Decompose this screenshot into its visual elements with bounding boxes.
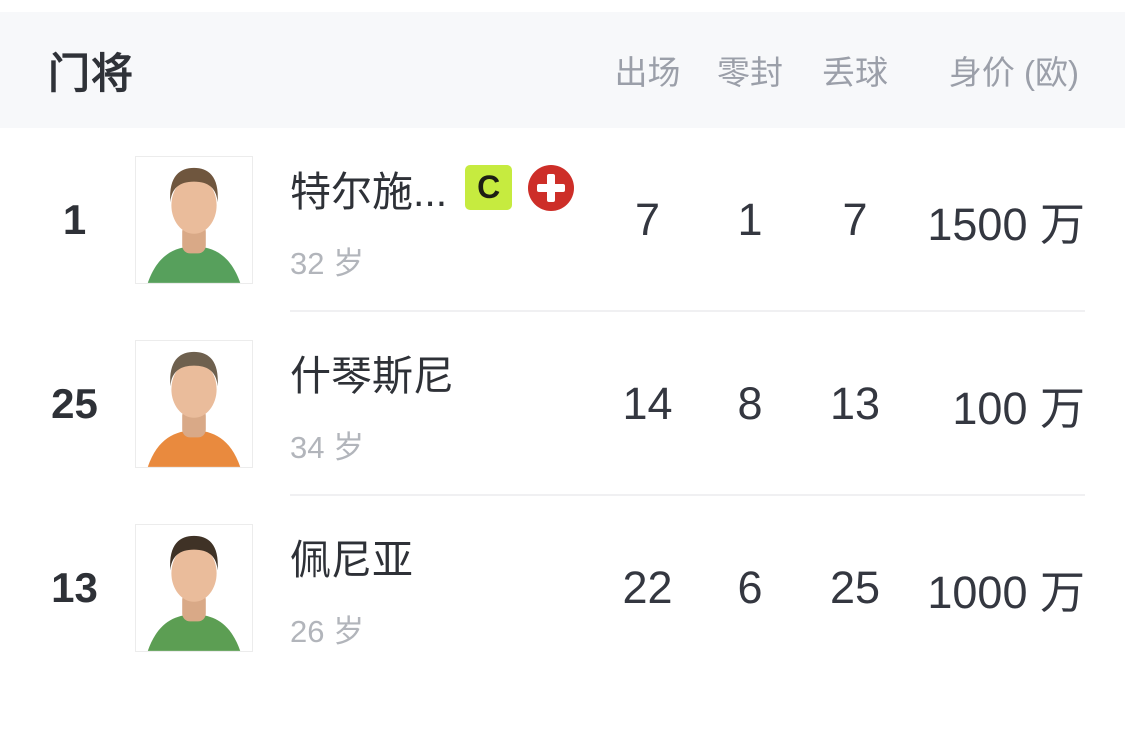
stat-conceded: 13: [829, 378, 881, 429]
column-header-conceded: 丢球: [822, 54, 888, 91]
player-name: 什琴斯尼: [290, 352, 454, 399]
shirt-number: 1: [62, 196, 87, 243]
player-photo: [135, 524, 253, 652]
player-photo: [135, 340, 253, 468]
player-info: 特尔施... C 32 岁: [255, 156, 600, 284]
shirt-number: 13: [51, 564, 98, 611]
stat-appearances: 14: [622, 378, 673, 429]
stat-market-value: 100 万: [952, 382, 1085, 434]
player-avatar-image: [136, 157, 252, 283]
player-row[interactable]: 25 什琴斯尼 34 岁 14 8 13 100 万: [0, 312, 1125, 494]
player-avatar-image: [136, 525, 252, 651]
stat-clean-sheets: 6: [737, 562, 763, 613]
player-info: 佩尼亚 26 岁: [255, 524, 600, 652]
player-info: 什琴斯尼 34 岁: [255, 340, 600, 468]
stat-market-value: 1500 万: [927, 198, 1085, 250]
player-name: 特尔施...: [290, 168, 448, 215]
section-header: 门将 出场 零封 丢球 身价 (欧): [0, 12, 1125, 128]
player-age: 26 岁: [290, 613, 365, 649]
captain-badge: C: [465, 165, 513, 210]
player-avatar-image: [136, 341, 252, 467]
player-photo: [135, 156, 253, 284]
column-header-value: 身价 (欧): [948, 54, 1079, 91]
injury-plus-icon: [528, 164, 575, 211]
stat-conceded: 7: [842, 194, 868, 245]
stat-conceded: 25: [829, 562, 881, 613]
player-age: 32 岁: [290, 245, 365, 281]
section-title: 门将: [48, 49, 135, 97]
player-name: 佩尼亚: [290, 536, 413, 583]
stat-clean-sheets: 8: [737, 378, 763, 429]
player-age: 34 岁: [290, 429, 365, 465]
stat-appearances: 22: [622, 562, 673, 613]
stat-market-value: 1000 万: [927, 566, 1085, 618]
row-divider: [290, 310, 1085, 312]
stat-appearances: 7: [634, 194, 661, 245]
player-row[interactable]: 1 特尔施... C 32 岁 7 1 7 1500 万: [0, 128, 1125, 310]
shirt-number: 25: [51, 380, 98, 427]
stat-clean-sheets: 1: [737, 194, 763, 245]
column-header-appearances: 出场: [614, 54, 681, 91]
column-header-clean-sheets: 零封: [717, 54, 783, 91]
player-row[interactable]: 13 佩尼亚 26 岁 22 6 25 1000 万: [0, 496, 1125, 678]
row-divider: [290, 494, 1085, 496]
